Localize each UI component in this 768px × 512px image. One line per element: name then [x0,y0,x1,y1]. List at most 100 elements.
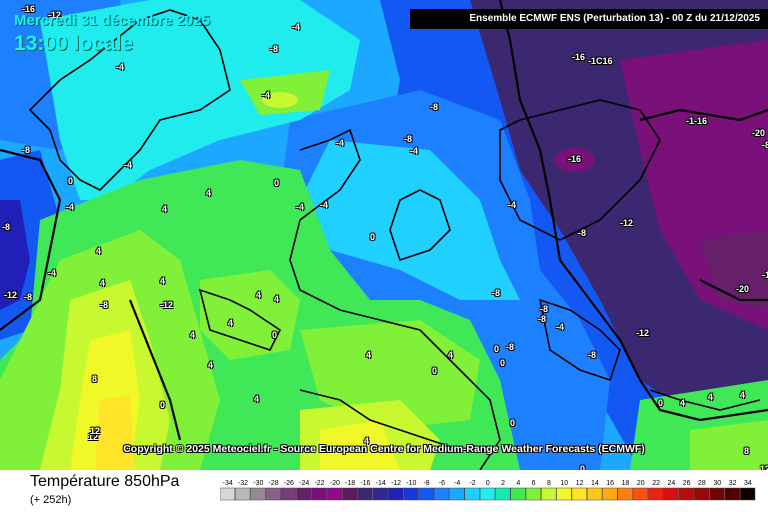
isotherm-label: 4 [228,318,234,328]
forecast-date: Mercredi 31 décembre 2025 [14,12,210,29]
legend-tick-label: -32 [238,480,248,487]
isotherm-label: -4 [336,138,345,148]
isotherm-label: 0 [494,344,500,354]
model-run-info: Ensemble ECMWF ENS (Perturbation 13) - 0… [410,9,768,29]
temperature-map: -16 -12 -8 -4 -4 -8 -4 -8 -16 -1C16 -20 -1-16 -8 -4 -4… [0,0,768,470]
legend-tick-label: 4 [516,480,520,487]
isotherm-label: -4 [66,202,75,212]
isotherm-label: -8 [2,222,11,232]
legend-tick-label: -10 [406,480,416,487]
isotherm-label: 4 [680,398,686,408]
isotherm-label: 0 [274,178,280,188]
legend-swatch [694,487,710,501]
legend-swatch [648,487,664,501]
variable-title: Température 850hPa [30,473,180,490]
isotherm-label: 0 [432,366,438,376]
legend-swatch [556,487,572,501]
legend-swatch [663,487,679,501]
isotherm-label: -8 [588,350,597,360]
isotherm-label: -4 [508,200,517,210]
legend-swatch [250,487,266,501]
legend-swatch [495,487,511,501]
legend-tick-label: -24 [299,480,309,487]
legend-swatch [586,487,603,501]
legend-tick-label: -6 [439,480,445,487]
legend-swatch [678,487,695,501]
isotherm-label: -8 [24,292,33,302]
isotherm-label: -4 [292,22,301,32]
legend-tick-label: -2 [469,480,475,487]
isotherm-label: -8 [100,300,109,310]
color-scale-legend: -34 -32 -30 -28 -26 -24 -22 -20 -18 -16 -14 -12 -10-… [220,480,756,501]
legend-tick-label: -26 [284,480,294,487]
isotherm-label: -16 [572,52,586,62]
isotherm-label: 0 [68,176,74,186]
isotherm-label: -4 [262,90,271,100]
legend-tick-label: 24 [668,480,676,487]
legend-tick-label: 8 [547,480,551,487]
isotherm-label: 4 [364,436,370,446]
legend-swatch [510,487,526,501]
isotherm-label: -4 [116,62,125,72]
legend-tick-label: -12 [391,480,401,487]
isotherm-label: 4 [206,188,212,198]
isotherm-label: 4 [160,276,166,286]
legend-tick-label: 14 [591,480,599,487]
isotherm-label: -12 [762,270,768,280]
legend-swatch [342,487,358,501]
isotherm-label: 8 [92,374,98,384]
legend-swatch [464,487,480,501]
legend-tick-label: -20 [330,480,340,487]
isotherm-label: -4 [48,268,57,278]
legend-swatch [418,487,434,501]
forecast-step: (+ 252h) [30,494,72,506]
legend-tick-label: 32 [729,480,737,487]
isotherm-label: -12 [636,328,650,338]
legend-swatch [617,487,633,501]
isotherm-label: 4 [708,392,714,402]
isotherm-label: -8 [540,304,549,314]
legend-tick-label: 22 [652,480,660,487]
map-footer: Température 850hPa (+ 252h) -34 -32 -30 -28… [0,470,768,512]
legend-swatch [357,487,373,501]
map-canvas [0,0,768,470]
legend-swatch [602,487,618,501]
isotherm-label: -1C16 [588,56,613,66]
legend-swatch [571,487,587,501]
isotherm-label: -8 [506,342,515,352]
isotherm-label: -8 [22,145,31,155]
copyright-notice: Copyright © 2025 Meteociel.fr - Source E… [123,443,645,455]
isotherm-label: -12 [620,218,634,228]
isotherm-label: -4 [410,146,419,156]
isotherm-label: 0 [510,418,516,428]
legend-swatch [235,487,251,501]
isotherm-label: -12 [160,300,174,310]
isotherm-label: 12 [90,426,101,436]
legend-swatch [326,487,343,501]
legend-tick-label: 26 [683,480,691,487]
legend-swatch [525,487,542,501]
legend-tick-label: -14 [376,480,386,487]
legend-tick-label: 18 [622,480,630,487]
legend-tick-label: -34 [223,480,233,487]
legend-swatch [449,487,465,501]
legend-tick-label: 2 [501,480,505,487]
isotherm-label: 4 [254,394,260,404]
isotherm-label: -8 [762,140,768,150]
isotherm-label: -20 [752,128,766,138]
isotherm-label: -12 [48,10,62,20]
isotherm-label: -8 [538,314,547,324]
isotherm-label: 4 [208,360,214,370]
isotherm-label: 0 [272,330,278,340]
isotherm-label: -12 [4,290,18,300]
isotherm-label: 0 [160,400,166,410]
isotherm-label: 12 [760,464,768,470]
isotherm-label: -8 [404,134,413,144]
isotherm-label: 0 [370,232,376,242]
isotherm-label: 4 [190,330,196,340]
isotherm-label: 4 [100,278,106,288]
isotherm-label: 4 [274,294,280,304]
legend-tick-label: 20 [637,480,645,487]
legend-tick-label: 28 [698,480,706,487]
isotherm-label: 4 [96,246,102,256]
